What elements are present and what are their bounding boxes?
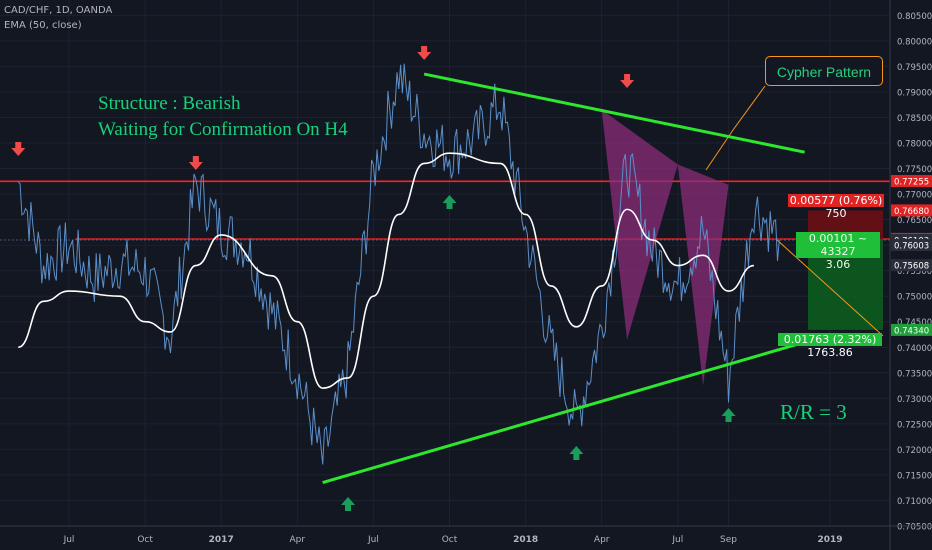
y-tick-label: 0.71500 <box>897 471 932 481</box>
stop-label: 0.00577 (0.76%) 750 <box>788 194 884 220</box>
price-tag-box <box>891 238 932 251</box>
structure-note: Structure : Bearish <box>98 93 241 114</box>
resistance-trendline <box>423 72 805 154</box>
y-tick-label: 0.78500 <box>897 114 932 124</box>
x-tick-label: Jul <box>63 535 75 545</box>
y-tick-label: 0.79000 <box>897 88 932 98</box>
sell-signal-arrow <box>11 142 26 156</box>
price-line <box>17 63 780 465</box>
y-tick-label: 0.76500 <box>897 216 932 226</box>
y-tick-label: 0.74000 <box>897 344 932 354</box>
buy-signal-arrow <box>721 408 736 422</box>
y-tick-label: 0.71000 <box>897 497 932 507</box>
indicator-title: EMA (50, close) <box>4 20 82 31</box>
price-tag-label: 0.77255 <box>894 178 929 188</box>
risk-reward-note: R/R = 3 <box>780 400 847 424</box>
symbol-title: CAD/CHF, 1D, OANDA <box>4 5 113 16</box>
y-tick-label: 0.73500 <box>897 369 932 379</box>
waiting-note: Waiting for Confirmation On H4 <box>98 119 348 140</box>
support-trendline <box>322 340 806 485</box>
y-tick-label: 0.77000 <box>897 191 932 201</box>
x-tick-label: 2017 <box>209 535 234 545</box>
y-tick-label: 0.79500 <box>897 63 932 73</box>
x-tick-label: Jul <box>671 535 683 545</box>
y-tick-label: 0.78000 <box>897 139 932 149</box>
buy-signal-arrow <box>442 195 457 209</box>
x-tick-label: Sep <box>720 535 737 545</box>
price-tag-box <box>891 204 932 217</box>
x-tick-label: Apr <box>290 535 306 545</box>
y-tick-label: 0.74500 <box>897 318 932 328</box>
y-tick-label: 0.72500 <box>897 420 932 430</box>
projection-line <box>775 238 884 337</box>
price-tag-label: 0.76003 <box>894 241 929 251</box>
cypher-pattern-callout: Cypher Pattern <box>765 56 883 86</box>
sell-signal-arrow <box>620 74 635 88</box>
price-tag-box <box>891 259 932 272</box>
entry-label-line1: 0.00101 ~ 43327 <box>808 232 868 258</box>
x-tick-label: Jul <box>367 535 379 545</box>
y-tick-label: 0.70500 <box>897 523 932 533</box>
price-tag-box <box>891 323 932 336</box>
x-tick-label: Oct <box>442 535 458 545</box>
price-tag-label: 0.74340 <box>894 326 929 336</box>
entry-label: 0.00101 ~ 43327 3.06 <box>796 232 880 271</box>
price-tag-label: 0.76680 <box>894 207 929 217</box>
sell-signal-arrow <box>188 156 203 170</box>
y-tick-label: 0.80500 <box>897 12 932 22</box>
y-tick-label: 0.77500 <box>897 165 932 175</box>
buy-signal-arrow <box>341 497 356 511</box>
sell-signal-arrow <box>417 46 432 60</box>
callout-pointer <box>705 85 766 171</box>
buy-signal-arrow <box>569 446 584 460</box>
y-tick-label: 0.75000 <box>897 293 932 303</box>
x-tick-label: 2019 <box>817 535 842 545</box>
x-tick-label: Oct <box>137 535 153 545</box>
entry-label-line2: 3.06 <box>825 258 851 271</box>
y-tick-label: 0.72000 <box>897 446 932 456</box>
price-tag-label: 0.75608 <box>894 262 929 272</box>
ema-line <box>17 152 755 389</box>
price-tag-box <box>891 175 932 188</box>
x-tick-label: 2018 <box>513 535 538 545</box>
y-tick-label: 0.80000 <box>897 37 932 47</box>
y-tick-label: 0.73000 <box>897 395 932 405</box>
x-tick-label: Apr <box>594 535 610 545</box>
cypher-bcd-triangle <box>677 164 729 386</box>
target-label: 0.01763 (2.32%) 1763.86 <box>778 333 882 359</box>
y-tick-label: 0.75500 <box>897 267 932 277</box>
